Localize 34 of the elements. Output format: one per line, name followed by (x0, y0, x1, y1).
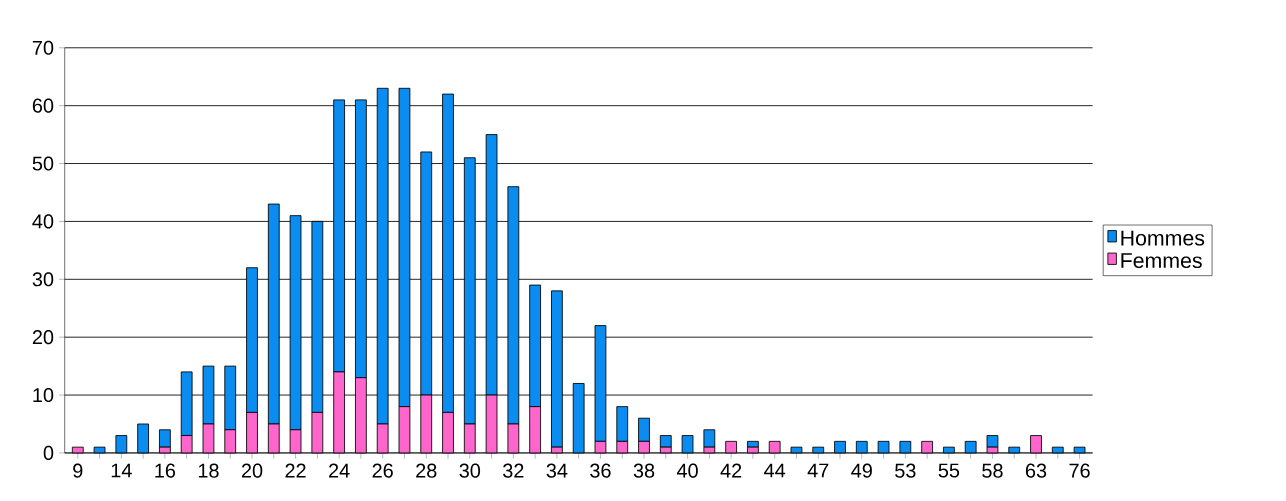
x-tick-label: 26 (372, 463, 393, 478)
x-tick-label: 47 (807, 463, 829, 478)
x-tick-label: 36 (590, 463, 611, 478)
x-tick-label: 34 (546, 463, 568, 478)
x-tick-label: 22 (285, 463, 306, 478)
x-tick-label: 42 (720, 463, 742, 478)
x-tick-label: 58 (982, 463, 1003, 478)
y-tick-label: 0 (43, 445, 54, 460)
y-tick-label: 70 (32, 40, 54, 55)
x-tick-label: 44 (764, 463, 786, 478)
x-tick-label: 38 (633, 463, 655, 478)
x-tick-label: 9 (73, 463, 83, 478)
x-tick-label: 30 (459, 463, 481, 478)
legend-label: Hommes (1121, 230, 1205, 246)
x-tick-label: 55 (938, 463, 960, 478)
legend-label: Femmes (1121, 252, 1202, 268)
x-tick-label: 49 (851, 463, 872, 478)
x-tick-label: 16 (155, 463, 176, 478)
x-tick-label: 32 (503, 463, 524, 478)
x-tick-label: 24 (329, 463, 350, 478)
y-tick-label: 30 (32, 272, 54, 287)
x-tick-label: 76 (1069, 463, 1090, 478)
x-tick-label: 18 (198, 463, 219, 478)
x-tick-label: 40 (676, 463, 698, 478)
y-tick-label: 40 (32, 214, 54, 229)
x-tick-label: 28 (416, 463, 437, 478)
x-tick-label: 20 (241, 463, 263, 478)
x-tick-label: 14 (111, 463, 132, 478)
y-tick-label: 60 (32, 98, 54, 113)
y-tick-label: 50 (32, 156, 54, 171)
y-tick-label: 10 (33, 387, 54, 402)
x-tick-label: 53 (895, 463, 916, 478)
y-tick-label: 20 (32, 329, 54, 344)
x-tick-label: 63 (1025, 463, 1047, 478)
